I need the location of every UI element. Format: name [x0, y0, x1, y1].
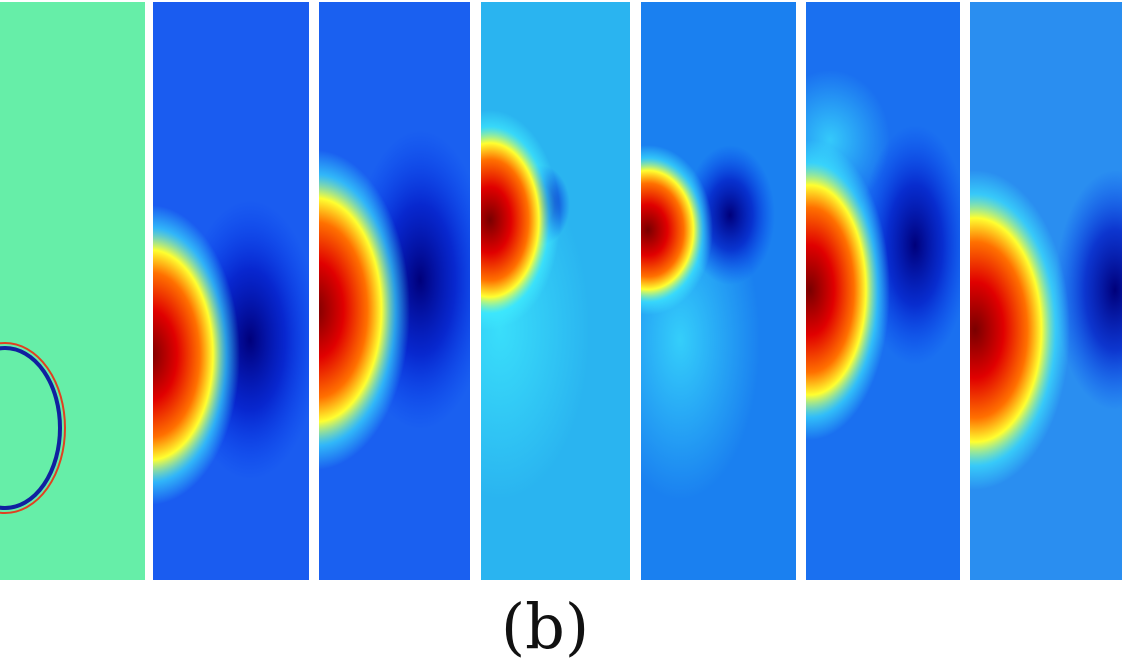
ring: [0, 342, 66, 514]
caption: (b): [500, 590, 590, 663]
panel: [806, 2, 960, 580]
panel: [153, 2, 309, 580]
panel-background: [0, 2, 145, 580]
panel: [970, 2, 1122, 580]
hot-region: [319, 150, 410, 470]
hot-region: [153, 205, 240, 505]
hot-region: [970, 170, 1070, 490]
panel: [641, 2, 796, 580]
hot-region: [481, 110, 560, 330]
hot-region: [806, 140, 890, 440]
panel: [481, 2, 630, 580]
ring: [0, 346, 62, 510]
panel: [0, 2, 145, 580]
figure: [0, 2, 1122, 580]
cold-region: [1055, 170, 1122, 410]
panel: [319, 2, 470, 580]
hot-region: [641, 145, 713, 315]
